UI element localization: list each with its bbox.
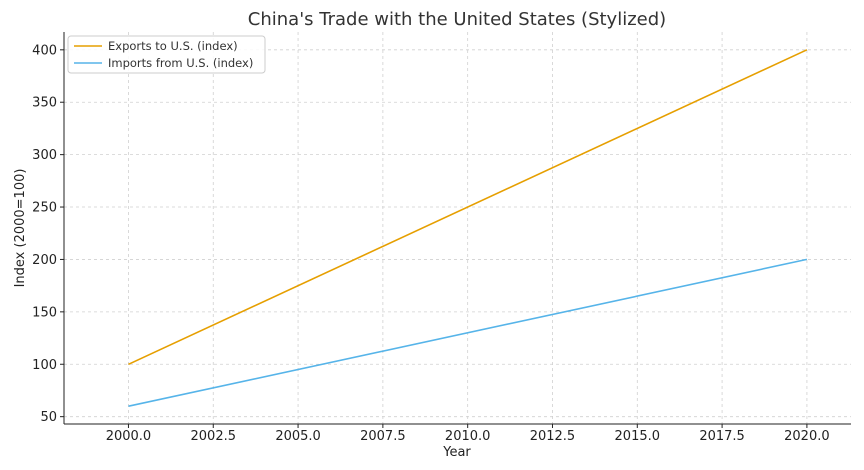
axes bbox=[63, 32, 851, 425]
legend-label-1: Imports from U.S. (index) bbox=[108, 56, 253, 70]
x-tick-label: 2012.5 bbox=[530, 429, 576, 444]
x-axis-label: Year bbox=[442, 445, 471, 460]
y-tick-label: 350 bbox=[32, 96, 57, 111]
x-tick-label: 2015.0 bbox=[615, 429, 661, 444]
y-tick-label: 300 bbox=[32, 148, 57, 163]
series-line-0 bbox=[128, 49, 808, 366]
x-tick-label: 2017.5 bbox=[699, 429, 745, 444]
legend: Exports to U.S. (index) Imports from U.S.… bbox=[67, 35, 266, 74]
y-tick-label: 200 bbox=[32, 253, 57, 268]
x-tick-label: 2007.5 bbox=[360, 429, 406, 444]
x-tick-label: 2000.0 bbox=[106, 429, 152, 444]
legend-box bbox=[67, 35, 266, 74]
y-tick-label: 250 bbox=[32, 201, 57, 216]
x-tick-label: 2020.0 bbox=[784, 429, 830, 444]
series-line-1 bbox=[128, 258, 808, 407]
y-tick-label: 400 bbox=[32, 43, 57, 58]
x-tick-label: 2005.0 bbox=[275, 429, 321, 444]
chart-title: China's Trade with the United States (St… bbox=[248, 9, 666, 30]
grid-lines bbox=[64, 32, 851, 424]
x-tick-label: 2002.5 bbox=[191, 429, 237, 444]
series-lines bbox=[128, 49, 808, 407]
y-tick-label: 50 bbox=[40, 410, 57, 425]
x-axis-ticks: 2000.0 2002.5 2005.0 2007.5 2010.0 2012.5 2015… bbox=[106, 424, 830, 444]
y-tick-label: 100 bbox=[32, 358, 57, 373]
y-axis-ticks: 50 100 150 200 250 300 350 400 bbox=[32, 43, 64, 425]
legend-label-0: Exports to U.S. (index) bbox=[108, 39, 238, 53]
x-tick-label: 2010.0 bbox=[445, 429, 491, 444]
y-axis-label: Index (2000=100) bbox=[13, 169, 28, 288]
y-tick-label: 150 bbox=[32, 305, 57, 320]
